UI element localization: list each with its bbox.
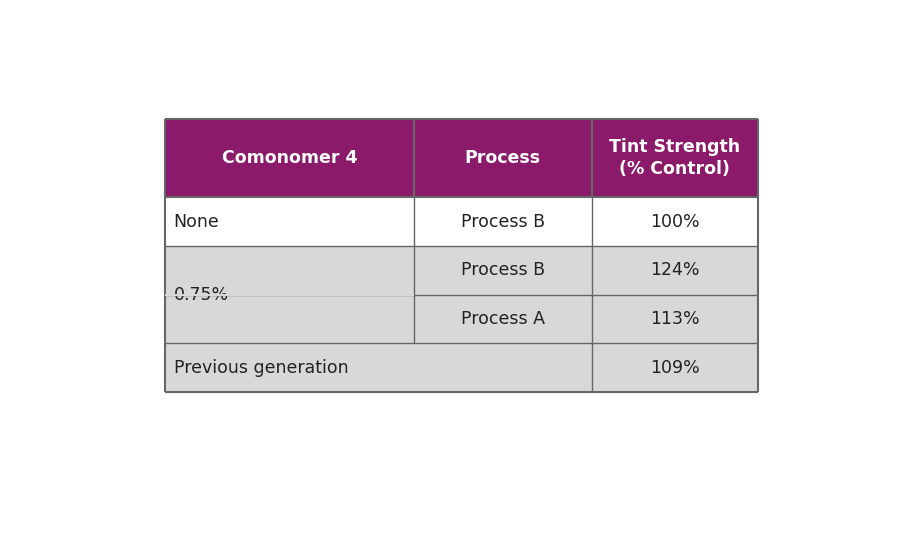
Text: 124%: 124% (650, 261, 699, 279)
Text: 109%: 109% (650, 359, 699, 377)
Text: 0.75%: 0.75% (174, 285, 229, 304)
Bar (165, 343, 758, 392)
Text: Process B: Process B (461, 213, 544, 230)
Bar (165, 295, 758, 343)
Text: Process B: Process B (461, 261, 544, 279)
Bar (165, 197, 758, 246)
Bar (165, 294, 414, 295)
Text: Previous generation: Previous generation (174, 359, 348, 377)
Text: Comonomer 4: Comonomer 4 (221, 149, 357, 167)
Bar (165, 119, 758, 197)
Text: Process: Process (464, 149, 541, 167)
Text: 100%: 100% (650, 213, 699, 230)
Bar (165, 246, 758, 295)
Text: 113%: 113% (650, 310, 699, 328)
Text: None: None (174, 213, 220, 230)
Text: Process A: Process A (461, 310, 544, 328)
Text: Tint Strength
(% Control): Tint Strength (% Control) (609, 139, 740, 178)
